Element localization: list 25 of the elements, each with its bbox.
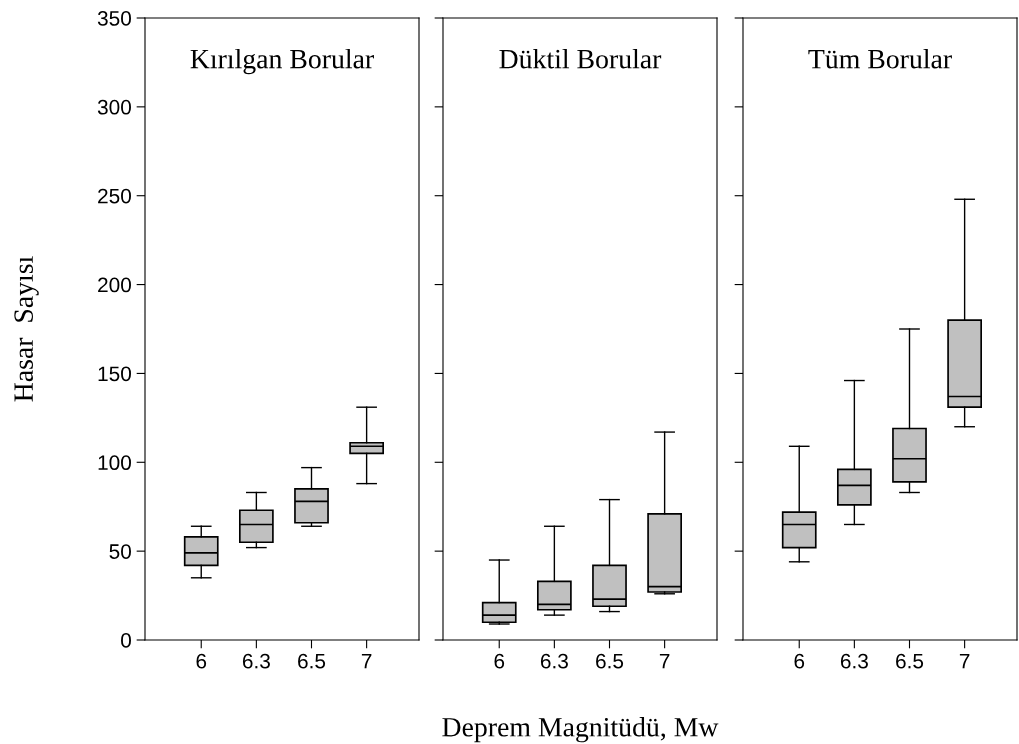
y-tick-label: 300: [97, 99, 131, 115]
x-tick-label: 6.3: [840, 653, 868, 669]
x-tick-label: 6.5: [596, 653, 624, 669]
x-tick-label: 7: [361, 653, 372, 669]
x-tick-label: 6.3: [540, 653, 568, 669]
y-tick-label: 0: [121, 633, 131, 648]
text: Düktil Borular: [499, 48, 662, 69]
y-tick-label: 50: [109, 544, 131, 559]
y-tick-label: 250: [98, 188, 131, 204]
x-tick-label: 6.5: [896, 653, 924, 669]
x-tick-label: 6: [794, 653, 805, 669]
text: Kırılgan Borular: [190, 48, 374, 75]
y-axis-title: Hasar Sayısı: [14, 256, 39, 402]
y-tick-label: 200: [98, 277, 131, 293]
text: Tüm Borular: [808, 48, 952, 69]
x-tick-label: 6.3: [242, 653, 270, 669]
x-tick-label: 7: [959, 653, 970, 669]
y-tick-label: 150: [98, 366, 131, 382]
x-tick-label: 6: [196, 653, 207, 669]
x-tick-label: 7: [659, 653, 670, 669]
x-axis-title: Deprem Magnitüdü, Mw: [442, 717, 719, 743]
y-tick-label: 100: [98, 455, 131, 471]
x-tick-label: 6: [494, 653, 505, 669]
y-tick-label: 350: [97, 11, 131, 26]
x-tick-label: 6.5: [298, 653, 326, 669]
